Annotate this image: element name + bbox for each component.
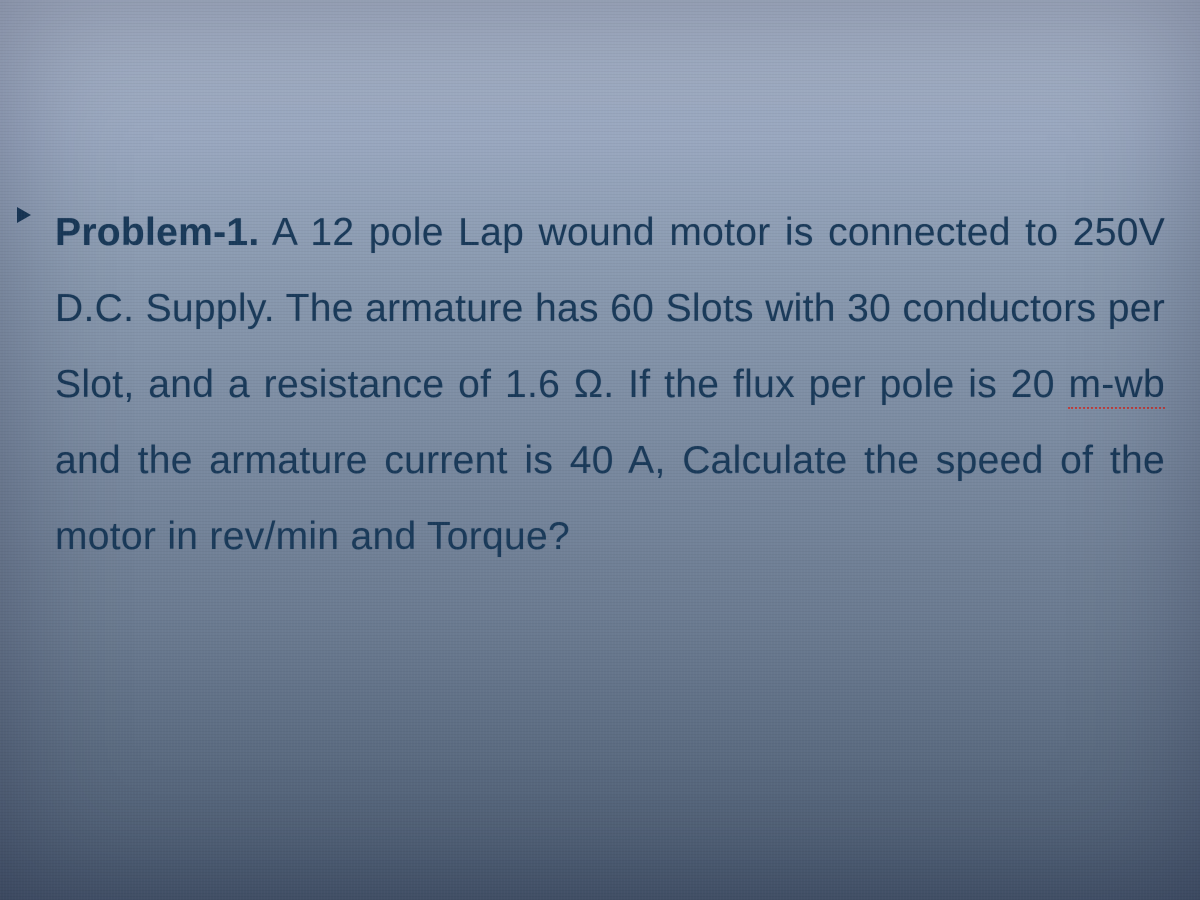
problem-label: Problem-1.: [55, 211, 260, 254]
slide-content: Problem-1. A 12 pole Lap wound motor is …: [45, 195, 1165, 575]
spell-error-word: m-wb: [1068, 363, 1165, 409]
bullet-triangle-icon: [17, 207, 31, 223]
problem-text-part2: and the armature current is 40 A, Calcul…: [55, 439, 1165, 558]
problem-paragraph: Problem-1. A 12 pole Lap wound motor is …: [45, 195, 1165, 575]
